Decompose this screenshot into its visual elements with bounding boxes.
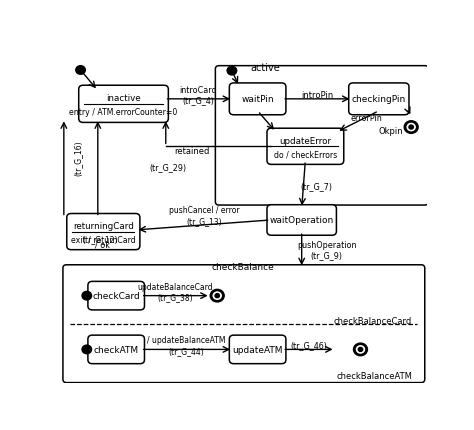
- FancyBboxPatch shape: [88, 282, 145, 310]
- Text: updateATM: updateATM: [232, 345, 283, 354]
- Text: inactive: inactive: [106, 94, 141, 103]
- Text: (tr_G_46): (tr_G_46): [290, 341, 327, 350]
- Circle shape: [82, 292, 91, 300]
- Text: (tr_G_29): (tr_G_29): [149, 163, 186, 172]
- Text: checkATM: checkATM: [94, 345, 139, 354]
- Text: (tr_G_16): (tr_G_16): [73, 140, 82, 175]
- Circle shape: [213, 292, 221, 300]
- Text: checkBalanceCard: checkBalanceCard: [334, 316, 412, 325]
- Circle shape: [356, 346, 365, 353]
- Circle shape: [409, 126, 413, 130]
- Circle shape: [82, 345, 91, 354]
- Circle shape: [215, 294, 219, 298]
- Text: checkBalanceATM: checkBalanceATM: [336, 371, 412, 380]
- Text: / updateBalanceATM
(tr_G_44): / updateBalanceATM (tr_G_44): [147, 335, 225, 355]
- FancyBboxPatch shape: [63, 265, 425, 383]
- Circle shape: [358, 347, 363, 352]
- Text: errorPin: errorPin: [350, 114, 382, 123]
- Circle shape: [76, 67, 85, 75]
- Text: (tr_G_7): (tr_G_7): [301, 181, 332, 190]
- Circle shape: [354, 343, 367, 356]
- Text: active: active: [250, 62, 280, 73]
- Text: returningCard: returningCard: [73, 221, 134, 230]
- Text: Okpin: Okpin: [378, 126, 403, 135]
- Text: waitOperation: waitOperation: [270, 216, 334, 225]
- Text: updateError: updateError: [279, 136, 331, 145]
- FancyBboxPatch shape: [79, 86, 168, 123]
- Text: do / checkErrors: do / checkErrors: [274, 150, 337, 159]
- Text: waitPin: waitPin: [241, 95, 274, 104]
- Circle shape: [227, 67, 237, 76]
- Text: checkCard: checkCard: [92, 292, 140, 301]
- Text: updateBalanceCard
(tr_G_38): updateBalanceCard (tr_G_38): [137, 282, 213, 301]
- Circle shape: [210, 290, 224, 302]
- FancyBboxPatch shape: [229, 84, 286, 116]
- Text: checkingPin: checkingPin: [352, 95, 406, 104]
- Text: exit / returnCard: exit / returnCard: [71, 235, 136, 244]
- FancyBboxPatch shape: [267, 129, 344, 165]
- Circle shape: [404, 121, 418, 134]
- FancyBboxPatch shape: [267, 205, 337, 236]
- Circle shape: [407, 124, 415, 132]
- Text: pushCancel / error
(tr_G_13): pushCancel / error (tr_G_13): [169, 206, 240, 225]
- Text: (tr_G_12): (tr_G_12): [82, 234, 118, 243]
- FancyBboxPatch shape: [215, 67, 428, 206]
- FancyBboxPatch shape: [229, 335, 286, 364]
- Text: introCard
(tr_G_4): introCard (tr_G_4): [179, 86, 217, 105]
- FancyBboxPatch shape: [88, 335, 145, 364]
- Text: introPin: introPin: [301, 91, 333, 100]
- Text: / ok: / ok: [95, 240, 110, 249]
- FancyBboxPatch shape: [67, 214, 140, 250]
- Text: retained: retained: [174, 147, 209, 155]
- Text: checkBalance: checkBalance: [211, 262, 274, 271]
- Text: entry / ATM.errorCounter=0: entry / ATM.errorCounter=0: [69, 108, 178, 117]
- FancyBboxPatch shape: [349, 84, 409, 116]
- Text: pushOperation
(tr_G_9): pushOperation (tr_G_9): [297, 240, 356, 260]
